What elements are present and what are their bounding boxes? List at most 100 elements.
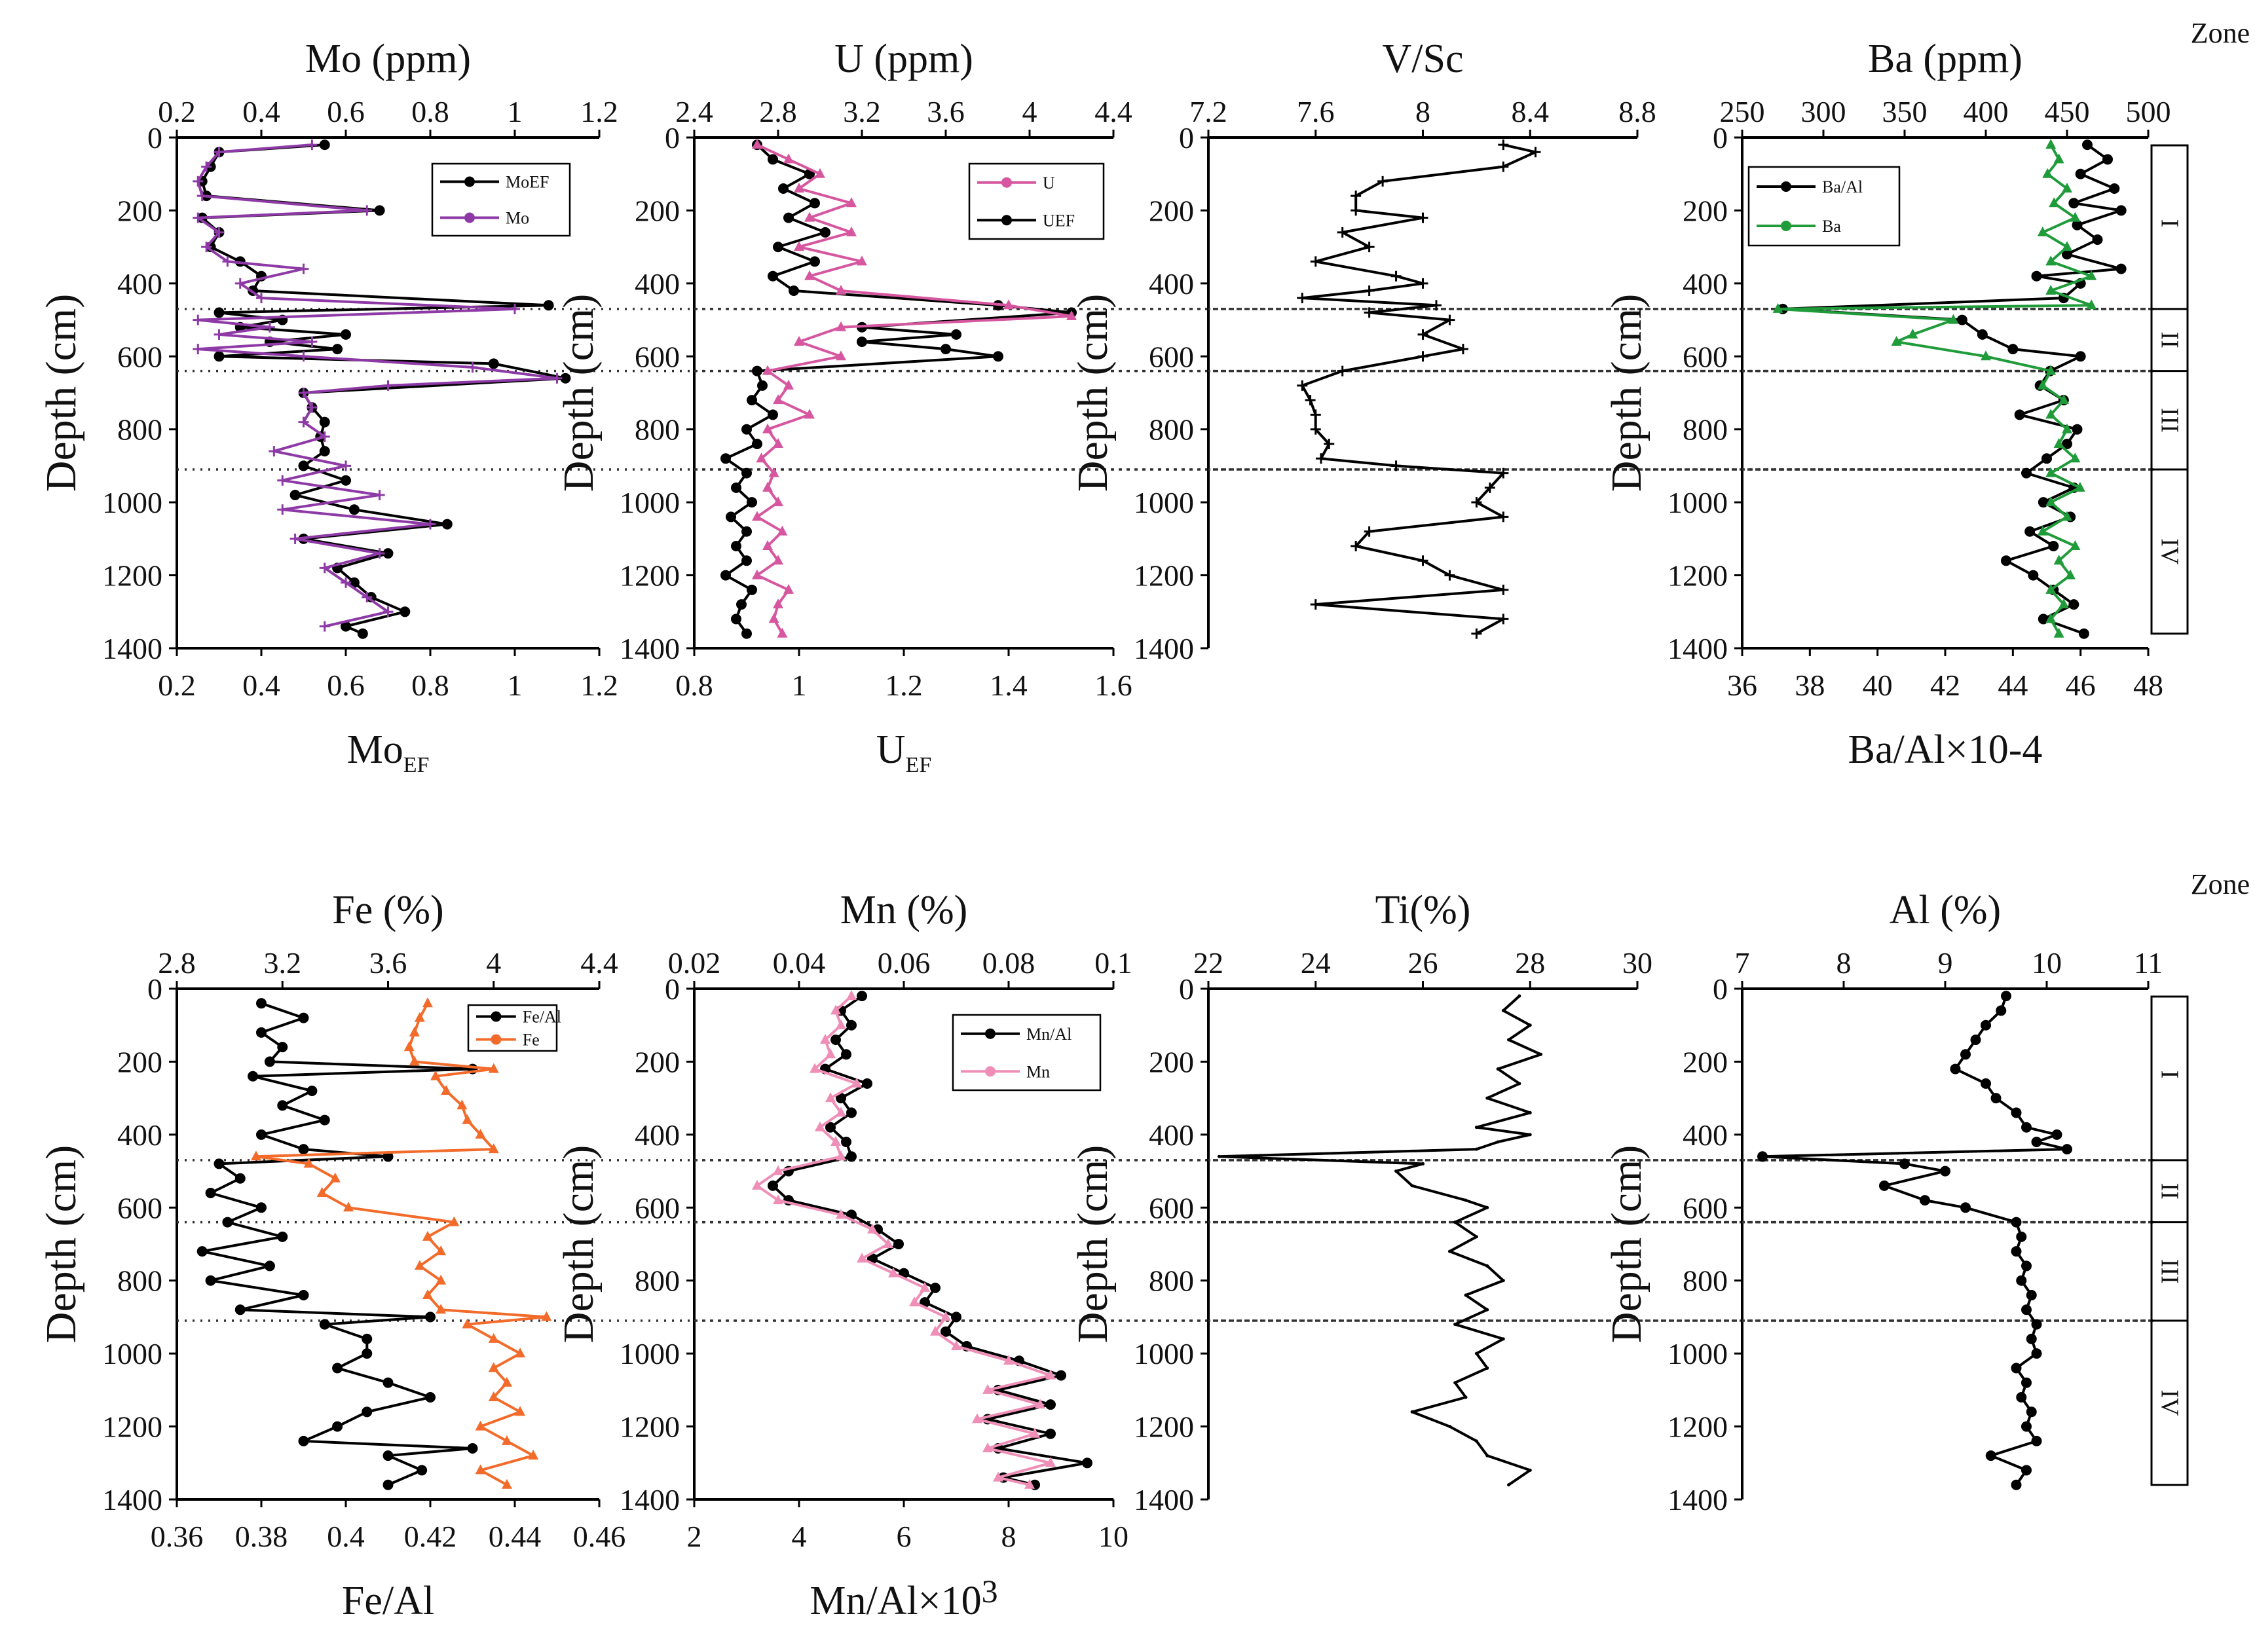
data-point [1899,1158,1910,1169]
data-point [488,1391,499,1401]
data-point [1518,994,1521,998]
data-point [436,1245,447,1256]
data-point [783,212,794,223]
data-point [768,409,778,420]
data-point [1364,526,1375,537]
data-point [1485,1096,1489,1100]
data-point [462,1114,473,1124]
legend-entry: UEF [977,211,1075,230]
data-point [836,1019,846,1029]
series-fe-al [196,998,478,1490]
data-point [1045,1457,1056,1467]
series-fe [250,997,552,1489]
depth-tick-label: 800 [635,1264,680,1298]
data-point [2075,351,2086,362]
data-point [810,1063,820,1073]
zone-header: Zone [2191,868,2250,900]
data-point [205,1188,216,1198]
top-tick-label: 400 [1964,95,2009,128]
depth-tick-label: 1200 [1668,559,1728,593]
data-point [515,1348,526,1358]
data-point [1310,256,1321,267]
depth-tick-label: 1400 [1668,1483,1728,1516]
depth-tick-label: 400 [117,267,162,301]
data-point [951,1340,961,1350]
data-point [836,1107,846,1117]
data-point [329,1172,341,1183]
top-tick-label: 7 [1735,946,1750,980]
data-point [2026,1290,2037,1300]
legend-label: U [1043,174,1055,193]
data-point [836,1150,846,1161]
data-point [789,285,799,296]
data-point [762,540,773,550]
data-point [1907,328,1918,339]
data-point [930,1325,941,1336]
data-point [741,526,752,537]
data-point [1485,1366,1489,1370]
data-point [332,1363,343,1374]
legend: Ba/Al Ba [1747,166,1901,247]
top-tick-label: 26 [1408,946,1438,980]
data-point [741,468,752,479]
legend-swatch-marker [1781,221,1791,231]
data-point [332,1421,343,1432]
top-tick-label: 1.2 [580,95,618,128]
legend-swatch-marker [1001,177,1012,188]
data-point [277,1042,288,1053]
data-point [515,1406,526,1416]
data-point [319,446,330,457]
series-line [196,143,559,628]
data-point [1364,242,1375,253]
bottom-axis-title-sup: 3 [982,1573,998,1609]
data-point [1417,351,1428,362]
depth-tick-label: 200 [1149,194,1194,227]
data-point [1364,285,1375,296]
legend: Mn/Al Mn [952,1014,1102,1092]
data-point [343,1202,354,1212]
data-point [362,205,373,216]
data-point [2011,1217,2022,1228]
depth-tick-label: 1200 [1668,1410,1728,1444]
data-point [893,1239,904,1249]
data-point [846,990,857,1000]
data-point [1045,1369,1056,1380]
data-point [1310,424,1321,435]
depth-tick-label: 1000 [102,486,162,519]
depth-tick-label: 0 [1713,972,1728,1006]
data-point [362,1406,373,1418]
top-tick-label: 8 [1836,946,1852,980]
data-point [2070,452,2081,463]
series-u [752,139,1077,638]
data-point [1948,314,1959,324]
bottom-tick-label: 4 [792,1520,807,1553]
data-point [319,416,330,428]
data-point [1530,147,1541,158]
legend-frame [431,162,571,237]
panel-vsc: 7.2 7.6 8 8.4 8.8 V/Sc 0 200 400 600 800 1000 1200 14… [1069,37,2155,665]
bottom-tick-label: 38 [1795,669,1825,702]
data-point [972,1413,982,1423]
depth-tick-label: 600 [1683,340,1728,373]
data-point [2001,991,2011,1002]
data-point [488,1362,499,1372]
bottom-tick-label: 0.46 [573,1520,626,1553]
data-point [2037,525,2048,536]
legend-label: Ba [1822,217,1841,236]
depth-tick-label: 600 [117,340,162,373]
legend-swatch-marker [491,1011,502,1022]
data-point [1981,1078,1991,1089]
data-point [374,490,385,500]
top-tick-label: 0.8 [411,95,449,128]
data-point [193,314,204,325]
data-point [1351,191,1362,202]
depth-tick-label: 600 [635,340,680,373]
bottom-tick-label: 1.6 [1094,669,1132,702]
depth-tick-label: 200 [635,194,680,227]
data-point [1421,1162,1425,1166]
data-point [768,613,779,623]
series-line [1301,143,1537,635]
bottom-axis-title: Ba/Al×10-4 [1848,727,2043,772]
legend-label: MoEF [506,173,549,192]
data-point [2037,226,2048,236]
